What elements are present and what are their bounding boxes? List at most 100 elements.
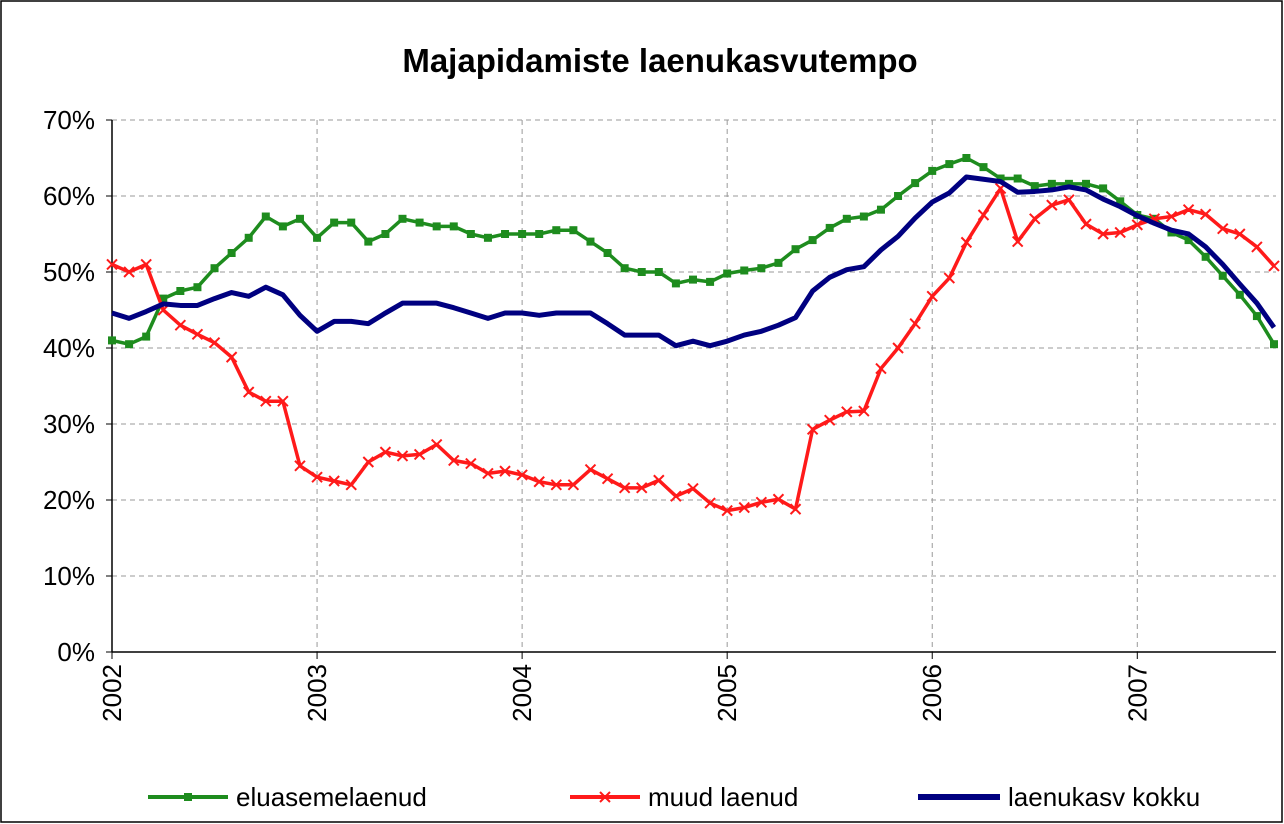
series-marker xyxy=(210,264,219,273)
series-marker xyxy=(671,279,680,288)
series-marker xyxy=(362,456,375,468)
series-marker xyxy=(330,218,339,227)
series-marker xyxy=(1064,179,1073,188)
series-marker xyxy=(1268,260,1280,272)
series-marker xyxy=(858,405,870,417)
series-marker xyxy=(191,328,204,341)
series-marker xyxy=(125,340,134,349)
y-tick-label: 60% xyxy=(43,181,95,211)
series-marker xyxy=(979,163,988,172)
series-marker xyxy=(448,454,460,467)
series-marker xyxy=(654,268,663,276)
series-marker xyxy=(1082,179,1091,188)
series-marker xyxy=(841,406,853,418)
y-tick-label: 50% xyxy=(43,257,95,287)
series-marker xyxy=(535,230,544,238)
series-marker xyxy=(960,236,973,249)
series-marker xyxy=(806,423,819,436)
series-marker xyxy=(943,272,956,284)
series-marker xyxy=(1201,252,1210,261)
series-marker xyxy=(225,351,238,363)
series-marker xyxy=(1217,222,1229,235)
series-marker xyxy=(1270,340,1278,349)
x-tick-label: 2004 xyxy=(507,664,537,722)
series-marker xyxy=(567,479,580,491)
series-marker xyxy=(501,230,510,238)
series-marker xyxy=(945,160,954,169)
series-marker xyxy=(876,205,885,214)
series-marker xyxy=(176,287,185,295)
series-marker xyxy=(364,237,373,246)
series-marker xyxy=(413,448,426,461)
series-marker xyxy=(586,237,595,246)
series-marker xyxy=(1251,241,1263,253)
series-marker xyxy=(825,223,834,232)
series-marker xyxy=(466,230,475,238)
series-marker xyxy=(432,222,441,231)
series-marker xyxy=(789,503,802,515)
series-marker xyxy=(569,226,578,235)
series-marker xyxy=(757,264,766,273)
series-marker xyxy=(636,482,648,494)
series-marker xyxy=(430,438,443,451)
y-tick-label: 40% xyxy=(43,333,95,363)
y-tick-label: 20% xyxy=(43,485,95,515)
series-marker xyxy=(1030,182,1039,191)
series-marker xyxy=(1114,226,1126,239)
series-marker xyxy=(550,479,563,491)
series-marker xyxy=(277,395,289,407)
series-marker xyxy=(721,504,733,517)
series-marker xyxy=(808,236,817,245)
series-marker xyxy=(108,336,116,345)
series-marker xyxy=(1199,208,1212,220)
series-marker xyxy=(328,475,340,487)
series-marker xyxy=(723,269,732,278)
series-marker xyxy=(1184,236,1193,245)
series-marker xyxy=(911,179,920,188)
series-marker xyxy=(1131,219,1143,231)
series-marker xyxy=(415,218,424,227)
series-marker xyxy=(603,249,612,257)
series-marker xyxy=(738,501,750,514)
series-marker xyxy=(482,467,494,480)
series-marker xyxy=(653,474,665,486)
series-marker xyxy=(1234,228,1246,240)
x-tick-label: 2007 xyxy=(1122,664,1152,722)
series-marker xyxy=(313,233,322,242)
y-tick-label: 0% xyxy=(57,637,95,667)
series-marker xyxy=(294,460,306,472)
series-marker xyxy=(1235,290,1244,299)
series-marker xyxy=(1046,199,1058,211)
series-marker xyxy=(704,497,716,509)
series-marker xyxy=(774,258,783,267)
series-marker xyxy=(618,482,631,494)
series-marker xyxy=(379,446,392,458)
series-marker xyxy=(106,258,118,271)
series-marker xyxy=(518,230,527,238)
series-marker xyxy=(584,463,597,476)
series-marker xyxy=(842,214,851,223)
series-marker xyxy=(552,226,561,235)
series-marker xyxy=(242,386,255,398)
series-marker xyxy=(1097,228,1109,240)
y-tick-label: 30% xyxy=(43,409,95,439)
series-marker xyxy=(791,245,800,254)
series-marker xyxy=(381,230,390,238)
series-marker xyxy=(533,476,545,488)
series-marker xyxy=(859,212,868,221)
x-tick-label: 2003 xyxy=(302,664,332,722)
series-marker xyxy=(670,490,682,502)
series-marker xyxy=(516,469,528,481)
series-marker xyxy=(601,473,614,485)
legend-label: muud laenud xyxy=(648,782,798,812)
series-marker xyxy=(1165,210,1178,223)
series-marker xyxy=(227,249,236,257)
series-marker xyxy=(1182,203,1195,216)
series-marker xyxy=(483,233,492,242)
series-marker xyxy=(687,482,699,495)
series-marker xyxy=(620,264,629,273)
series-marker xyxy=(909,317,921,330)
series-marker xyxy=(637,268,646,276)
